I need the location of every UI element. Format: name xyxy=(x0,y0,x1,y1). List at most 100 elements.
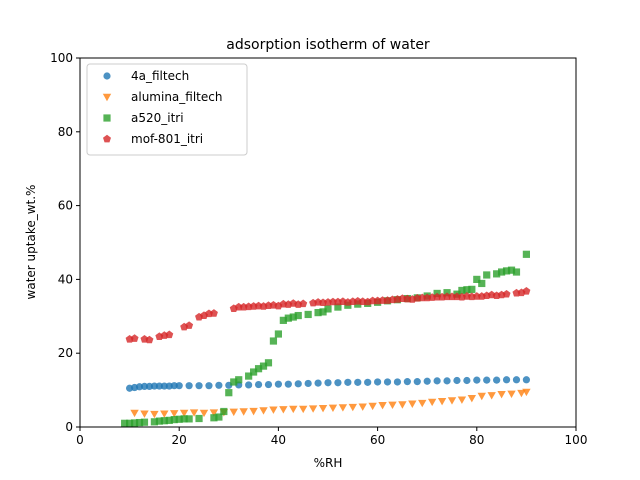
y-tick-label: 20 xyxy=(58,346,73,360)
data-point xyxy=(135,418,144,427)
data-point xyxy=(225,389,233,397)
data-point xyxy=(289,313,297,321)
data-point xyxy=(150,382,158,390)
data-point xyxy=(150,410,159,419)
x-axis-label: %RH xyxy=(314,456,343,470)
data-point xyxy=(493,376,501,384)
data-point xyxy=(423,377,431,385)
data-point xyxy=(230,378,238,386)
data-point xyxy=(304,379,312,388)
data-point xyxy=(477,392,486,401)
data-point xyxy=(314,309,322,317)
legend-marker xyxy=(103,114,111,122)
data-point xyxy=(195,382,203,390)
data-point xyxy=(318,404,328,413)
legend-marker xyxy=(103,134,111,143)
data-point xyxy=(140,410,149,418)
data-point xyxy=(209,409,219,417)
data-point xyxy=(512,268,521,276)
data-point xyxy=(126,419,134,427)
data-point xyxy=(512,376,521,384)
legend-marker xyxy=(102,93,112,102)
data-point xyxy=(279,406,288,414)
data-point xyxy=(150,418,158,426)
legend-item: alumina_filtech xyxy=(102,90,222,104)
data-point xyxy=(324,379,332,387)
data-point xyxy=(209,309,218,317)
data-point xyxy=(403,378,411,386)
data-point xyxy=(502,267,511,275)
data-point xyxy=(140,382,149,391)
data-point xyxy=(368,402,377,411)
data-point xyxy=(457,396,467,404)
data-point xyxy=(483,271,491,279)
y-tick-label: 40 xyxy=(58,272,73,286)
data-point xyxy=(308,405,318,413)
data-point xyxy=(437,397,447,406)
data-point xyxy=(254,365,263,373)
legend-label: a520_itri xyxy=(131,111,184,125)
data-point xyxy=(160,417,168,425)
data-point xyxy=(210,414,218,422)
legend-item: mof-801_itri xyxy=(103,132,203,146)
data-point xyxy=(458,286,466,295)
data-point xyxy=(498,268,506,276)
data-point xyxy=(324,305,332,313)
data-point xyxy=(408,400,417,408)
data-point xyxy=(398,401,407,409)
data-point xyxy=(199,409,209,418)
data-point xyxy=(374,378,382,386)
data-point xyxy=(393,378,402,386)
chart-title: adsorption isotherm of water xyxy=(226,37,430,53)
data-point xyxy=(274,380,282,388)
data-point xyxy=(130,409,139,418)
data-point xyxy=(170,410,179,418)
y-tick-label: 100 xyxy=(50,51,73,65)
data-point xyxy=(269,337,278,345)
data-point xyxy=(294,311,302,320)
data-point xyxy=(522,388,531,397)
axes-frame xyxy=(79,57,577,428)
data-point xyxy=(160,410,169,418)
data-point xyxy=(180,415,188,423)
data-point xyxy=(447,397,457,405)
legend-item: 4a_filtech xyxy=(103,69,189,83)
data-point xyxy=(463,376,471,385)
x-tick-label: 0 xyxy=(76,433,84,447)
data-point xyxy=(185,382,193,390)
data-point xyxy=(314,379,322,387)
data-point xyxy=(170,382,178,390)
data-point xyxy=(354,378,362,386)
data-point xyxy=(328,404,338,413)
data-point xyxy=(378,402,387,410)
data-point xyxy=(289,405,298,414)
data-point xyxy=(358,403,367,411)
data-point xyxy=(487,392,496,400)
data-point xyxy=(334,379,342,387)
data-point xyxy=(155,382,163,390)
series-4a_filtech xyxy=(126,376,531,392)
x-tick-label: 20 xyxy=(172,433,187,447)
data-point xyxy=(388,401,397,410)
data-point xyxy=(195,414,203,423)
data-point xyxy=(522,287,531,295)
data-point xyxy=(235,376,243,384)
x-tick-label: 40 xyxy=(271,433,286,447)
data-point xyxy=(220,407,228,416)
legend-label: mof-801_itri xyxy=(131,132,203,146)
data-point xyxy=(502,376,511,384)
y-tick-label: 60 xyxy=(58,199,73,213)
data-point xyxy=(254,380,263,389)
data-point xyxy=(473,275,481,283)
data-point xyxy=(483,376,491,384)
data-point xyxy=(517,389,526,398)
y-axis-label: water uptake_wt.% xyxy=(24,185,38,300)
y-tick-label: 0 xyxy=(65,420,73,434)
data-point xyxy=(522,250,530,258)
data-point xyxy=(259,362,268,370)
data-point xyxy=(264,359,273,367)
data-point xyxy=(478,279,486,288)
data-point xyxy=(507,266,516,274)
